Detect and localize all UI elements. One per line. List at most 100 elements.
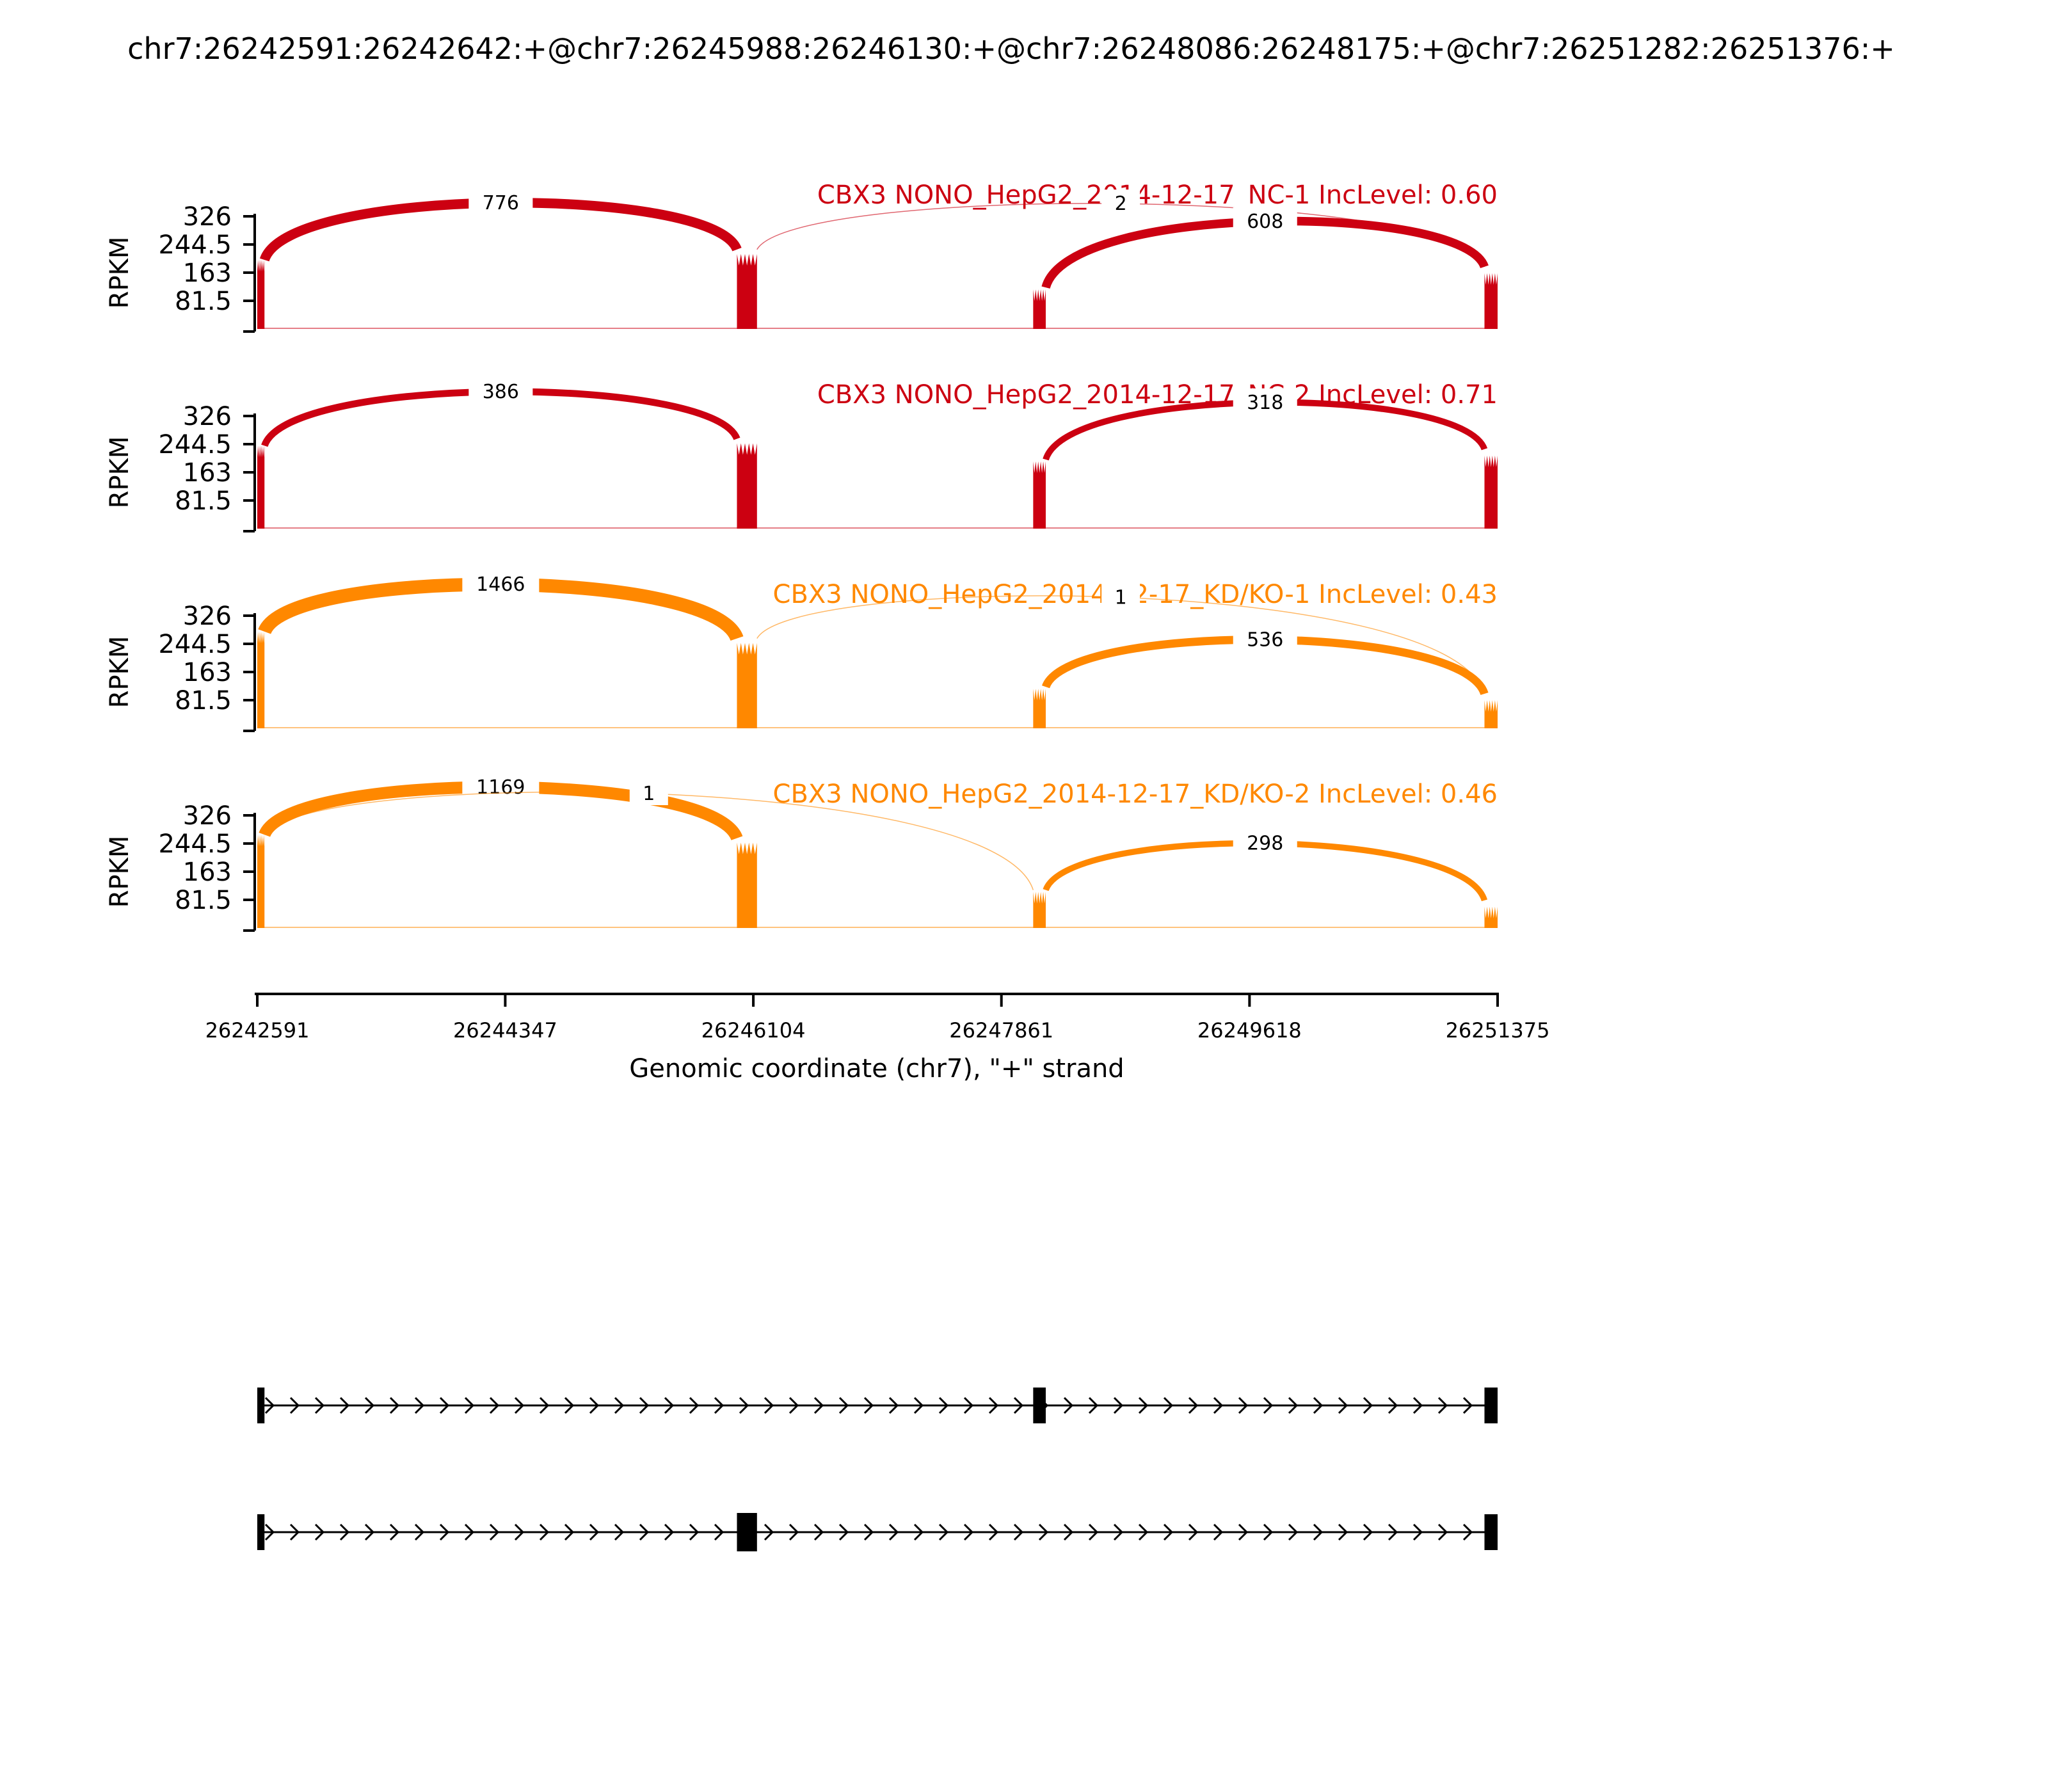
strand-arrow <box>1163 1523 1174 1541</box>
strand-arrow <box>963 1523 974 1541</box>
strand-arrow <box>888 1523 899 1541</box>
junction-count-label: 1 <box>1115 586 1127 609</box>
strand-arrow <box>863 1523 874 1541</box>
isoform-track <box>257 1388 1498 1423</box>
junction-label-bg <box>1101 583 1140 609</box>
x-axis: 26242591 26244347 26246104 26247861 26249618… <box>205 993 1550 1043</box>
strand-arrow <box>1013 1396 1024 1414</box>
strand-arrow <box>813 1523 824 1541</box>
strand-arrow <box>564 1396 575 1414</box>
strand-arrow <box>1412 1396 1423 1414</box>
strand-arrow <box>1388 1523 1398 1541</box>
strand-arrow <box>1213 1523 1224 1541</box>
y-tick-label: 326 <box>183 202 232 232</box>
y-tick-label: 244.5 <box>158 630 232 659</box>
junction-label-bg <box>629 780 668 806</box>
strand-arrow <box>813 1396 824 1414</box>
junction-count-label: 536 <box>1247 629 1283 652</box>
junction-count-label: 776 <box>483 192 519 214</box>
strand-arrow <box>539 1523 550 1541</box>
exon-block <box>1484 1514 1498 1550</box>
y-tick-label: 163 <box>183 858 232 887</box>
strand-arrow <box>1238 1396 1249 1414</box>
strand-arrow <box>788 1396 799 1414</box>
strand-arrow <box>1113 1523 1124 1541</box>
strand-arrow <box>1437 1523 1448 1541</box>
strand-arrow <box>1288 1396 1299 1414</box>
exon-block <box>1484 1388 1498 1423</box>
strand-arrow <box>289 1523 300 1541</box>
exon-coverage <box>1484 455 1498 529</box>
strand-arrow <box>489 1523 500 1541</box>
strand-arrow <box>938 1396 949 1414</box>
junction-count-label: 2 <box>1115 193 1127 215</box>
exon-coverage <box>257 445 265 529</box>
track-label: CBX3 NONO_HepG2_2014-12-17_NC-1 IncLevel… <box>817 180 1498 210</box>
strand-arrow <box>1338 1523 1348 1541</box>
exon-coverage <box>1484 700 1498 728</box>
strand-arrow <box>1113 1396 1124 1414</box>
strand-arrow <box>639 1523 650 1541</box>
strand-arrow <box>339 1396 350 1414</box>
x-tick-label: 26244347 <box>453 1018 557 1043</box>
exon-coverage <box>257 260 265 329</box>
strand-arrow <box>1088 1396 1099 1414</box>
strand-arrow <box>1263 1523 1274 1541</box>
strand-arrow <box>689 1523 700 1541</box>
strand-arrow <box>788 1523 799 1541</box>
strand-arrow <box>664 1523 675 1541</box>
exon-coverage <box>1484 273 1498 329</box>
exon-coverage <box>1033 461 1046 529</box>
strand-arrow <box>1063 1396 1074 1414</box>
x-axis-label: Genomic coordinate (chr7), "+" strand <box>629 1054 1124 1084</box>
strand-arrow <box>664 1396 675 1414</box>
strand-arrow <box>389 1396 400 1414</box>
exon-coverage <box>737 443 757 529</box>
strand-arrow <box>1138 1396 1149 1414</box>
y-tick-label: 326 <box>183 801 232 831</box>
strand-arrow <box>314 1523 325 1541</box>
strand-arrow <box>1013 1523 1024 1541</box>
y-tick-label: 244.5 <box>158 230 232 260</box>
strand-arrow <box>913 1523 924 1541</box>
strand-arrow <box>838 1396 849 1414</box>
junction-label-bg <box>1233 829 1297 855</box>
x-tick-label: 26247861 <box>949 1018 1053 1043</box>
exon-block <box>257 1388 265 1423</box>
strand-arrow <box>863 1396 874 1414</box>
strand-arrow <box>714 1396 724 1414</box>
y-axis-label: RPKM <box>105 636 134 708</box>
exon-coverage <box>257 835 265 928</box>
exon-coverage <box>1033 892 1046 928</box>
exon-coverage <box>1033 289 1046 329</box>
track-label: CBX3 NONO_HepG2_2014-12-17_KD/KO-2 IncLe… <box>773 780 1498 809</box>
strand-arrow <box>389 1523 400 1541</box>
x-tick-label: 26251375 <box>1446 1018 1550 1043</box>
strand-arrow <box>464 1523 475 1541</box>
junction-label-bg <box>468 377 533 403</box>
strand-arrow <box>539 1396 550 1414</box>
strand-arrow <box>564 1523 575 1541</box>
y-tick-label: 81.5 <box>175 287 232 316</box>
junction-label-bg <box>462 570 540 596</box>
x-tick-label: 26242591 <box>205 1018 310 1043</box>
x-tick-label: 26249618 <box>1197 1018 1302 1043</box>
junction-count-label: 1169 <box>476 776 525 799</box>
y-tick-label: 163 <box>183 658 232 687</box>
strand-arrow <box>988 1523 999 1541</box>
strand-arrow <box>489 1396 500 1414</box>
isoform-structures <box>257 1388 1498 1551</box>
strand-arrow <box>589 1523 600 1541</box>
junction-label-bg <box>1233 207 1297 233</box>
strand-arrow <box>439 1523 450 1541</box>
strand-arrow <box>689 1396 700 1414</box>
exon-coverage <box>1033 689 1046 728</box>
strand-arrow <box>514 1523 525 1541</box>
strand-arrow <box>464 1396 475 1414</box>
y-tick-label: 163 <box>183 259 232 288</box>
y-axis-label: RPKM <box>105 436 134 509</box>
strand-arrow <box>1138 1523 1149 1541</box>
